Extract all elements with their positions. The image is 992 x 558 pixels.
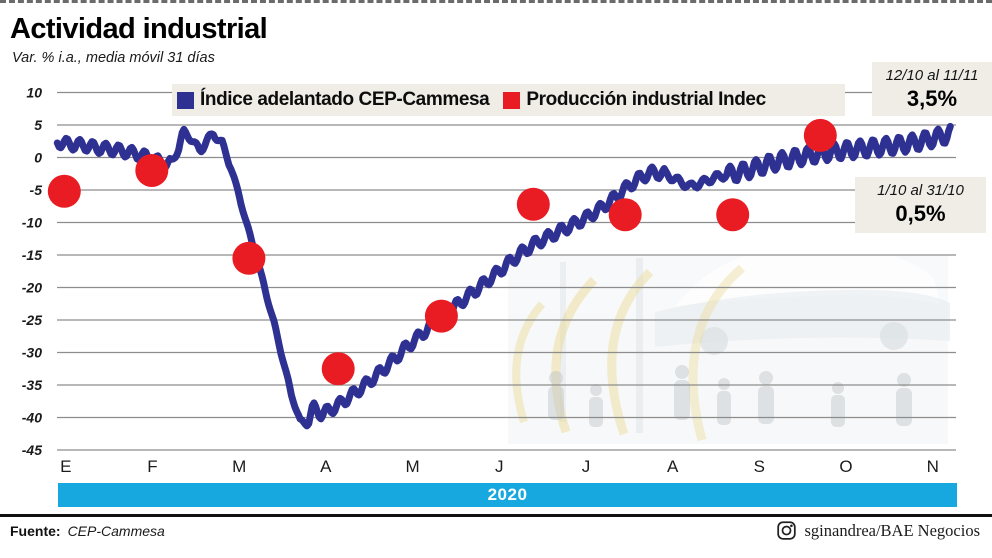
y-axis-label: -20 bbox=[22, 280, 42, 296]
y-axis-label: -10 bbox=[22, 215, 42, 231]
x-axis-label: J bbox=[495, 457, 504, 476]
y-axis-label: -5 bbox=[30, 182, 43, 198]
x-axis-label: M bbox=[405, 457, 420, 476]
year-band: 2020 bbox=[58, 483, 957, 507]
legend-label-cep: Índice adelantado CEP-Cammesa bbox=[200, 89, 490, 110]
x-axis-label: M bbox=[232, 457, 247, 476]
top-rule bbox=[0, 0, 992, 3]
y-axis-label: 0 bbox=[34, 150, 42, 166]
indec-dot bbox=[232, 241, 266, 275]
annotation-period: 1/10 al 31/10 bbox=[877, 182, 964, 199]
annotation-period: 12/10 al 11/11 bbox=[885, 67, 979, 84]
x-axis-label: F bbox=[147, 457, 158, 476]
annotation-latest-period: 12/10 al 11/11 3,5% bbox=[872, 62, 992, 116]
footer-divider bbox=[0, 514, 992, 517]
annotation-value: 3,5% bbox=[906, 85, 958, 111]
chart-legend: Índice adelantado CEP-Cammesa Producción… bbox=[172, 84, 845, 116]
page-title: Actividad industrial bbox=[10, 13, 268, 45]
y-axis-label: -45 bbox=[22, 442, 42, 458]
indec-dot bbox=[803, 118, 837, 152]
indec-dot bbox=[716, 198, 750, 232]
indec-dot bbox=[321, 352, 355, 386]
legend-swatch-indec bbox=[503, 91, 521, 109]
x-axis-label: S bbox=[754, 457, 766, 476]
y-axis-label: 5 bbox=[34, 117, 42, 133]
chart-subtitle: Var. % i.a., media móvil 31 días bbox=[12, 50, 215, 66]
y-axis-label: -35 bbox=[22, 377, 42, 393]
indec-dot bbox=[424, 299, 458, 333]
x-axis-label: O bbox=[839, 457, 853, 476]
indec-dot bbox=[47, 174, 81, 208]
cep-cammesa-line bbox=[53, 122, 954, 430]
annotation-october-period: 1/10 al 31/10 0,5% bbox=[855, 177, 986, 233]
y-axis-label: 10 bbox=[26, 85, 42, 101]
indec-dot bbox=[608, 198, 642, 232]
year-band-label: 2020 bbox=[487, 485, 528, 504]
x-axis-label: A bbox=[320, 457, 332, 476]
credit-text: sginandrea/BAE Negocios bbox=[804, 520, 981, 540]
y-axis-label: -30 bbox=[22, 345, 42, 361]
indec-dot bbox=[135, 154, 169, 187]
source-note: Fuente: CEP-Cammesa bbox=[10, 523, 165, 539]
legend-swatch-cep bbox=[177, 91, 194, 109]
credit-note: sginandrea/BAE Negocios bbox=[776, 520, 981, 541]
x-axis-label: E bbox=[60, 457, 72, 476]
x-axis-label: N bbox=[927, 457, 940, 476]
y-axis-label: -25 bbox=[22, 312, 42, 328]
source-label: Fuente: bbox=[10, 523, 61, 539]
instagram-icon bbox=[776, 521, 796, 540]
legend-label-indec: Producción industrial Indec bbox=[526, 89, 766, 110]
y-axis-label: -15 bbox=[22, 247, 42, 263]
x-axis-label: A bbox=[667, 457, 679, 476]
indec-dot bbox=[516, 187, 550, 221]
factory-photo-watermark bbox=[508, 245, 950, 444]
y-axis-label: -40 bbox=[22, 410, 42, 426]
x-axis-label: J bbox=[582, 457, 591, 476]
annotation-value: 0,5% bbox=[895, 200, 946, 226]
source-value: CEP-Cammesa bbox=[67, 523, 165, 539]
